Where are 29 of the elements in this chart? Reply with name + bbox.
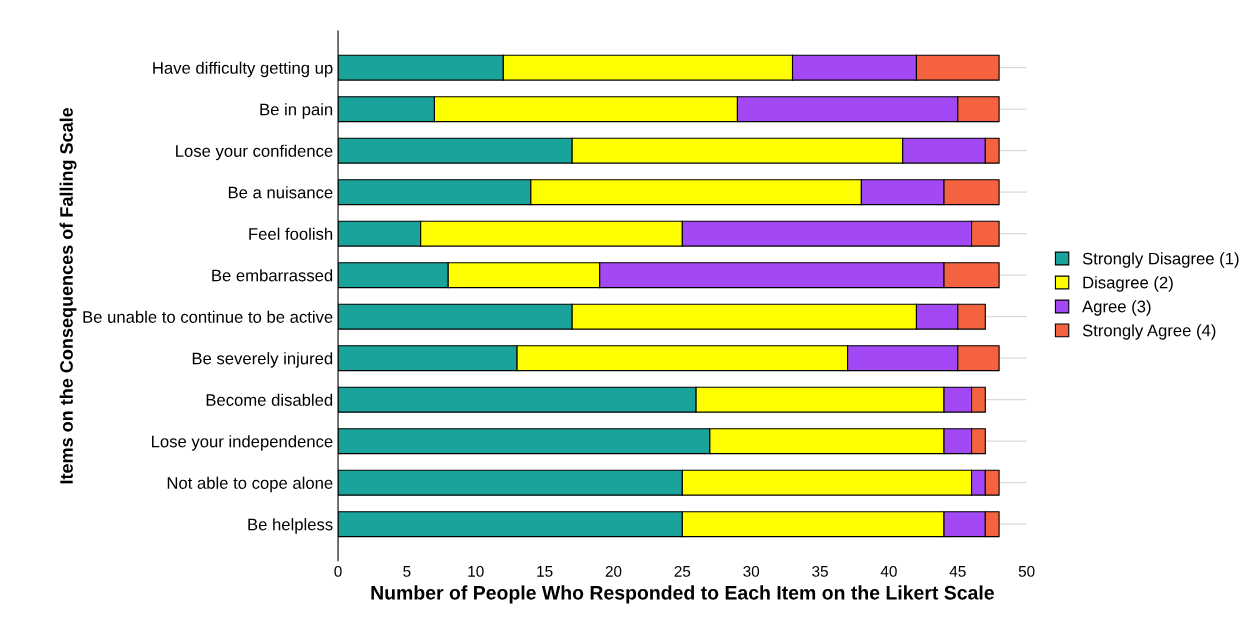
y-tick-label: Be unable to continue to be active	[83, 310, 333, 323]
y-tick-label: Be helpless	[248, 518, 333, 534]
y-tick-label: Be severely injured	[192, 352, 333, 368]
y-tick-label: Be embarrassed	[212, 269, 333, 282]
x-tick-label: 50	[1018, 565, 1035, 577]
x-tick-label: 40	[880, 565, 897, 577]
y-tick-label: Be a nuisance	[228, 186, 333, 199]
x-tick-label: 45	[949, 566, 966, 577]
y-tick-label: Lose your confidence	[176, 144, 333, 161]
y-tick-label: Not able to cope alone	[167, 476, 333, 493]
y-tick-label: Become disabled	[206, 393, 333, 406]
y-axis-title: Items on the Consequences of Falling Scale	[59, 107, 77, 484]
x-tick-label: 35	[812, 565, 828, 577]
x-tick-label: 20	[605, 565, 622, 577]
x-tick-label: 25	[674, 565, 691, 577]
x-tick-label: 5	[403, 566, 411, 577]
x-tick-label: 15	[537, 566, 553, 577]
legend-label: Strongly Disagree (1)	[1082, 252, 1239, 268]
x-tick-label: 10	[468, 565, 484, 577]
x-axis-title: Number of People Who Responded to Each Item on the Likert Scale	[371, 585, 994, 604]
legend-label: Agree (3)	[1082, 300, 1151, 316]
y-tick-label: Feel foolish	[249, 227, 333, 240]
y-tick-label: Have difficulty getting up	[153, 61, 333, 78]
x-tick-label: 0	[334, 565, 342, 577]
y-tick-label: Be in pain	[260, 103, 333, 119]
legend-label: Disagree (2)	[1083, 276, 1173, 292]
y-tick-label: Lose your independence	[152, 435, 333, 451]
legend-label: Strongly Agree (4)	[1082, 324, 1216, 340]
x-tick-label: 30	[743, 565, 760, 577]
